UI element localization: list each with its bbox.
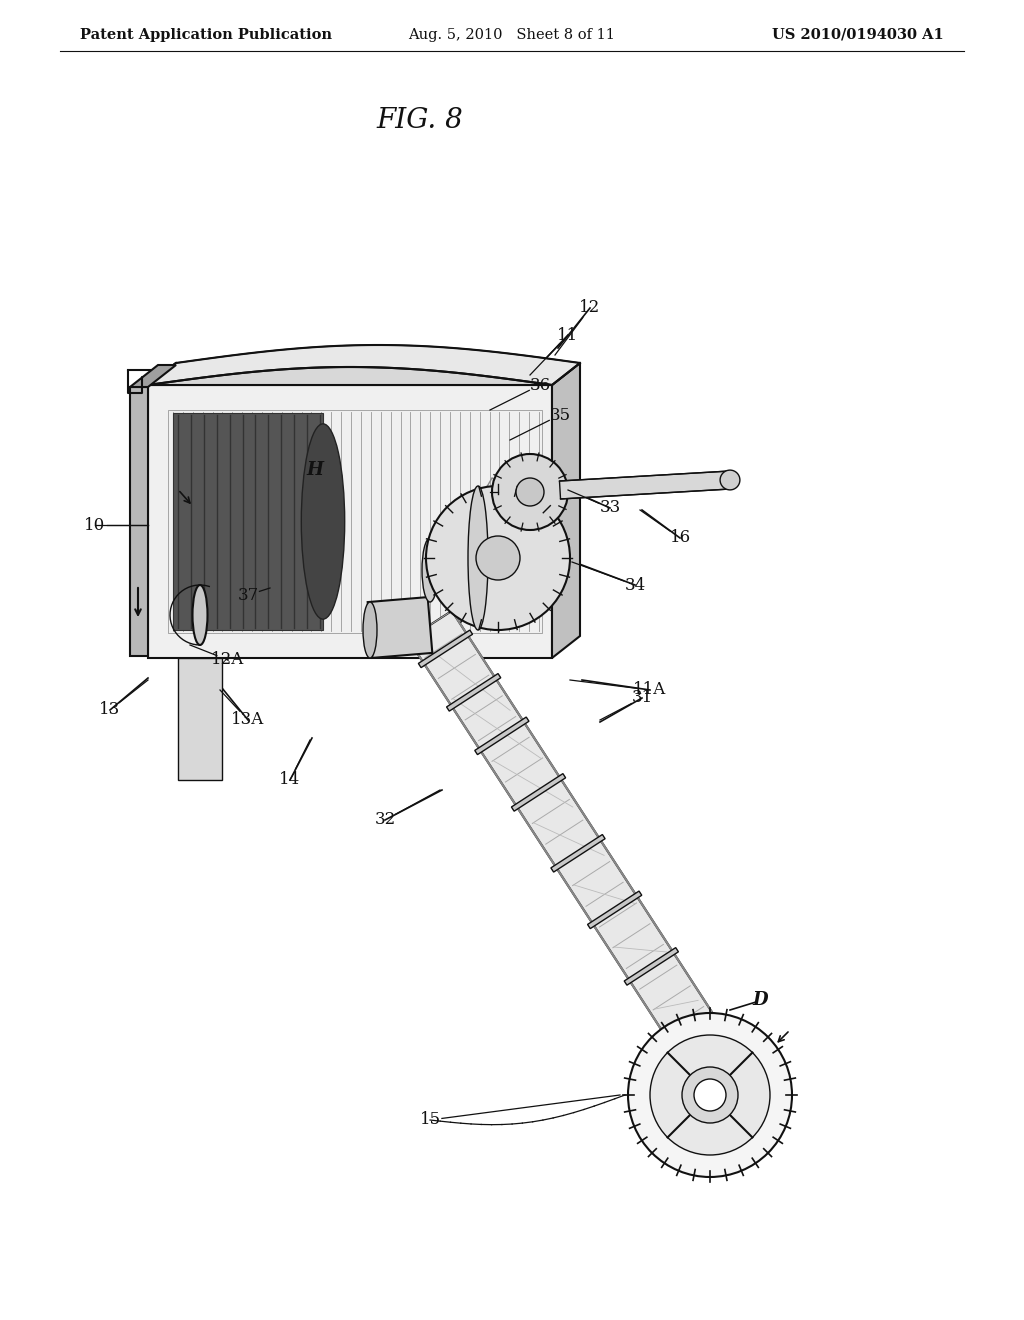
Circle shape	[628, 1012, 792, 1177]
Text: H: H	[306, 461, 324, 479]
Circle shape	[476, 536, 520, 579]
Text: 10: 10	[84, 516, 105, 533]
Text: 13A: 13A	[231, 711, 264, 729]
Text: 12A: 12A	[211, 652, 245, 668]
Text: Patent Application Publication: Patent Application Publication	[80, 28, 332, 42]
Text: 35: 35	[550, 407, 570, 424]
Polygon shape	[168, 411, 542, 634]
Text: 37: 37	[238, 586, 259, 603]
Polygon shape	[625, 948, 679, 985]
Polygon shape	[173, 413, 323, 630]
Ellipse shape	[301, 424, 345, 619]
Ellipse shape	[422, 539, 438, 602]
Text: 11A: 11A	[634, 681, 667, 698]
Text: FIG. 8: FIG. 8	[377, 107, 464, 133]
Polygon shape	[552, 363, 580, 657]
Polygon shape	[551, 834, 605, 873]
Polygon shape	[588, 891, 642, 929]
Circle shape	[426, 486, 570, 630]
Text: 15: 15	[420, 1111, 440, 1129]
Polygon shape	[419, 630, 472, 668]
Polygon shape	[130, 366, 176, 387]
Polygon shape	[511, 774, 565, 812]
Circle shape	[682, 1067, 738, 1123]
Text: 32: 32	[375, 812, 395, 829]
Polygon shape	[148, 345, 580, 385]
Circle shape	[694, 1078, 726, 1111]
Circle shape	[492, 454, 568, 531]
Text: 36: 36	[529, 376, 551, 393]
Text: 34: 34	[625, 577, 645, 594]
Circle shape	[650, 1035, 770, 1155]
Polygon shape	[475, 717, 529, 755]
Polygon shape	[178, 657, 222, 780]
Circle shape	[720, 470, 740, 490]
Text: 16: 16	[670, 529, 690, 546]
Ellipse shape	[468, 486, 488, 630]
Ellipse shape	[362, 602, 377, 657]
Text: D: D	[753, 991, 768, 1008]
Polygon shape	[148, 385, 552, 657]
Polygon shape	[409, 611, 734, 1074]
Text: 14: 14	[280, 771, 301, 788]
Text: 13: 13	[99, 701, 121, 718]
Text: 33: 33	[599, 499, 621, 516]
Polygon shape	[368, 597, 432, 657]
Polygon shape	[446, 673, 501, 711]
Text: 11: 11	[557, 326, 579, 343]
Polygon shape	[559, 471, 730, 499]
Polygon shape	[130, 387, 148, 656]
Text: Aug. 5, 2010   Sheet 8 of 11: Aug. 5, 2010 Sheet 8 of 11	[409, 28, 615, 42]
Polygon shape	[148, 363, 580, 385]
Ellipse shape	[193, 585, 208, 645]
Circle shape	[516, 478, 544, 506]
Text: US 2010/0194030 A1: US 2010/0194030 A1	[772, 28, 944, 42]
Text: 31: 31	[632, 689, 652, 706]
Text: 12: 12	[580, 300, 601, 317]
